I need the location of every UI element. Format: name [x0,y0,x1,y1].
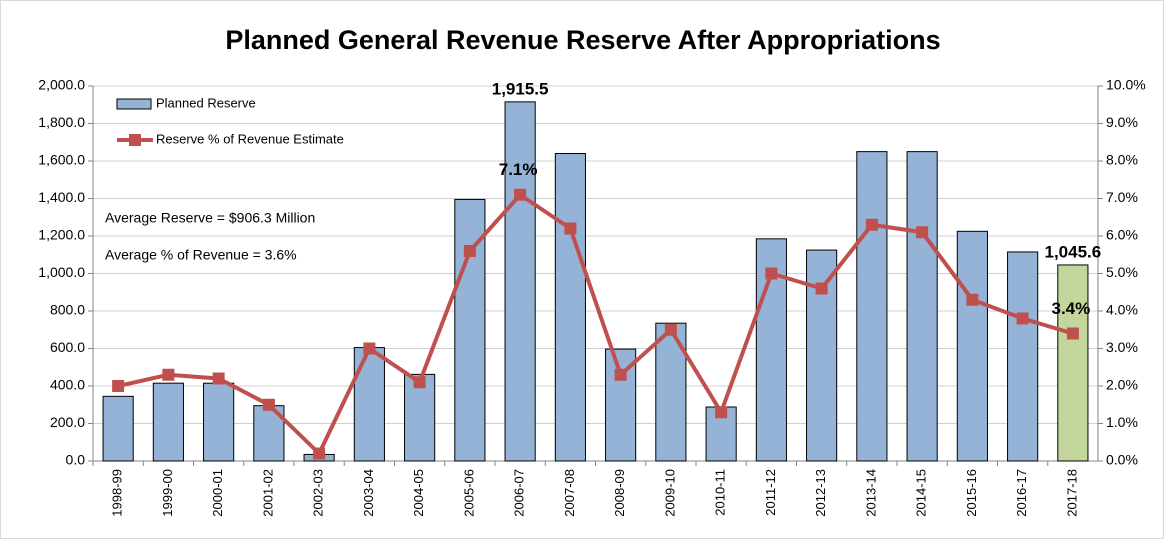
x-tick-label: 2001-02 [260,469,275,517]
bar [504,101,536,462]
y2-tick-label: 10.0% [1106,77,1146,93]
y-tick-label: 800.0 [50,302,85,318]
x-tick-label: 2015-16 [964,469,979,517]
annotation: Average Reserve = $906.3 Million [105,210,315,226]
y2-tick-label: 9.0% [1106,114,1138,130]
line-marker [363,342,376,355]
line-marker [262,398,275,411]
y2-tick-label: 3.0% [1106,339,1138,355]
line-marker [1066,327,1079,340]
x-tick-label: 1998-99 [110,469,125,517]
line-marker [413,376,426,389]
y-tick-label: 1,200.0 [38,227,85,243]
y-tick-label: 1,600.0 [38,152,85,168]
bar [956,230,988,462]
bar [454,198,486,462]
x-tick-label: 2004-05 [411,469,426,517]
line-marker [313,447,326,460]
line-marker [966,293,979,306]
bar [856,151,888,462]
x-tick-label: 2016-17 [1014,469,1029,517]
bar [404,373,436,462]
line-marker [614,368,627,381]
y2-tick-label: 0.0% [1106,452,1138,468]
line-marker [865,218,878,231]
line-marker [112,380,125,392]
bar [806,249,838,462]
x-tick-label: 2003-04 [361,469,376,517]
line-marker [212,372,225,385]
y-tick-label: 400.0 [50,377,85,393]
bar-value-label: 1,045.6 [1045,242,1102,261]
y2-tick-label: 8.0% [1106,152,1138,168]
x-tick-label: 2009-10 [662,469,677,517]
line-marker [463,245,476,257]
legend-swatch [116,98,152,110]
x-tick-label: 2017-18 [1064,469,1079,517]
line-marker [162,368,175,381]
line-marker [514,188,527,201]
x-tick-label: 1999-00 [160,469,175,517]
legend-label: Reserve % of Revenue Estimate [156,131,344,146]
x-tick-label: 2002-03 [311,469,326,517]
bar [554,153,586,462]
y-tick-label: 2,000.0 [38,77,85,93]
line-marker [1016,312,1029,325]
x-tick-label: 2012-13 [813,469,828,517]
x-tick-label: 2008-09 [612,469,627,517]
y-tick-label: 600.0 [50,339,85,355]
y2-tick-label: 2.0% [1106,377,1138,393]
line-marker [765,267,778,280]
x-tick-label: 2005-06 [461,469,476,517]
x-tick-label: 2000-01 [210,469,225,517]
bar [1057,264,1089,462]
bar [102,395,134,462]
x-tick-label: 2007-08 [562,469,577,517]
x-tick-label: 2013-14 [863,469,878,517]
bar [353,347,385,462]
line-value-label: 7.1% [499,160,538,179]
legend-marker [129,134,141,146]
y2-tick-label: 1.0% [1106,414,1138,430]
y2-tick-label: 4.0% [1106,302,1138,318]
bar [203,382,235,462]
bar-value-label: 1,915.5 [492,79,549,98]
bar [906,151,938,462]
line-marker [916,226,929,239]
bar [152,382,184,462]
y-tick-label: 200.0 [50,414,85,430]
x-tick-label: 2011-12 [763,469,778,516]
bar [1007,251,1039,462]
y-tick-label: 1,800.0 [38,114,85,130]
line-marker [715,406,728,419]
x-tick-label: 2006-07 [512,469,527,517]
x-tick-label: 2014-15 [914,469,929,517]
y-tick-label: 1,000.0 [38,264,85,280]
chart-title: Planned General Revenue Reserve After Ap… [225,25,940,55]
y2-tick-label: 7.0% [1106,189,1138,205]
line-value-label: 3.4% [1052,299,1091,318]
x-tick-label: 2010-11 [713,469,728,516]
y-tick-label: 1,400.0 [38,189,85,205]
annotation: Average % of Revenue = 3.6% [105,247,297,263]
line [117,192,1074,456]
line-marker [815,282,828,295]
line-marker [664,323,677,336]
legend-label: Planned Reserve [156,95,256,110]
y-tick-label: 0.0 [66,452,86,468]
y2-tick-label: 6.0% [1106,227,1138,243]
y2-tick-label: 5.0% [1106,264,1138,280]
line-marker [564,222,577,235]
